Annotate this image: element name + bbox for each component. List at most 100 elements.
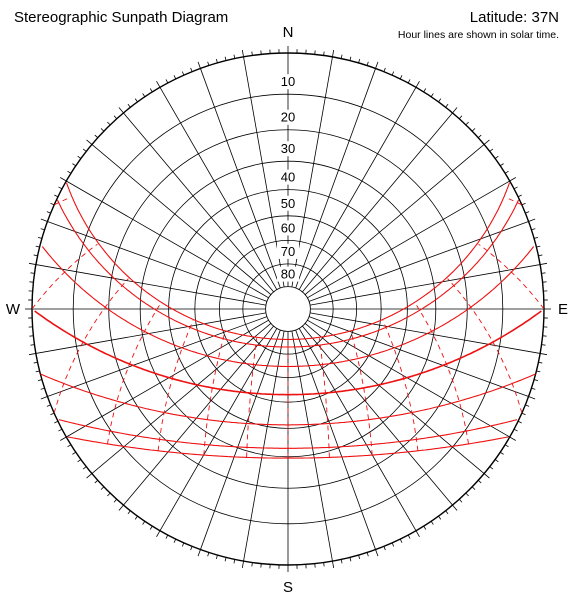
azimuth-spoke [304, 323, 485, 474]
azimuth-spoke [295, 329, 376, 550]
azimuth-tick [332, 49, 335, 57]
azimuth-tick [383, 67, 386, 72]
azimuth-tick [465, 121, 469, 126]
azimuth-tick [40, 228, 45, 231]
azimuth-tick [107, 121, 111, 126]
azimuth-tick [366, 552, 369, 557]
azimuth-tick [197, 549, 201, 557]
azimuth-tick [215, 58, 218, 64]
azimuth-tick [134, 515, 138, 520]
azimuth-tick [358, 554, 361, 560]
azimuth-spoke [123, 112, 274, 293]
azimuth-tick [513, 428, 518, 432]
azimuth-tick [54, 194, 59, 198]
azimuth-tick [33, 361, 38, 364]
hour-line [53, 278, 129, 414]
azimuth-tick [430, 93, 434, 97]
azimuth-tick [33, 254, 38, 257]
azimuth-tick [241, 561, 244, 569]
azimuth-tick [156, 81, 161, 88]
azimuth-tick [391, 542, 395, 547]
azimuth-tick [251, 51, 253, 56]
declination-curve [65, 182, 511, 340]
azimuth-spoke [91, 144, 272, 295]
azimuth-tick [127, 103, 131, 108]
altitude-label-bg [277, 243, 299, 259]
hour-line [318, 338, 330, 458]
azimuth-tick [37, 236, 43, 239]
azimuth-ticks [25, 46, 551, 572]
azimuth-tick [459, 498, 463, 503]
azimuth-tick [521, 412, 526, 416]
azimuth-tick [423, 525, 427, 530]
azimuth-tick [113, 115, 117, 120]
hour-line [31, 243, 98, 310]
hour-line [382, 320, 419, 451]
altitude-label: 50 [281, 196, 295, 211]
azimuth-tick [118, 504, 124, 511]
azimuth-tick [46, 211, 51, 214]
altitude-label: 10 [281, 74, 295, 89]
azimuth-tick [323, 51, 325, 56]
azimuth-tick [445, 510, 449, 515]
latitude-label: Latitude: 37N [469, 9, 559, 26]
altitude-label: 20 [281, 110, 295, 125]
azimuth-tick [40, 396, 48, 400]
azimuth-tick [100, 486, 105, 490]
azimuth-tick [60, 177, 67, 182]
azimuth-tick [181, 542, 185, 547]
azimuth-tick [340, 559, 343, 564]
azimuth-tick [513, 186, 518, 190]
north-label: N [283, 24, 294, 41]
azimuth-tick [82, 148, 87, 152]
azimuth-tick [525, 211, 530, 214]
azimuth-tick [500, 163, 504, 167]
azimuth-tick [407, 534, 411, 539]
azimuth-tick [528, 396, 536, 400]
azimuth-tick [28, 353, 36, 356]
azimuth-tick [224, 56, 227, 61]
azimuth-tick [509, 436, 516, 441]
azimuth-tick [430, 521, 434, 525]
azimuth-tick [77, 459, 82, 463]
altitude-label-bg [277, 169, 299, 185]
altitude-label: 40 [281, 170, 295, 185]
azimuth-tick [77, 155, 82, 159]
azimuth-tick [190, 67, 193, 72]
azimuth-tick [67, 170, 72, 174]
azimuth-tick [35, 370, 40, 373]
azimuth-tick [173, 75, 177, 80]
azimuth-spoke [308, 221, 529, 302]
azimuth-tick [30, 344, 35, 346]
altitude-label-bg [277, 141, 299, 157]
azimuth-spoke [298, 328, 417, 531]
azimuth-tick [149, 88, 153, 93]
azimuth-spoke [304, 144, 485, 295]
azimuth-tick [452, 504, 458, 511]
azimuth-tick [538, 361, 543, 364]
azimuth-tick [142, 93, 146, 97]
azimuth-tick [533, 379, 539, 382]
azimuth-tick [375, 61, 379, 69]
azimuth-tick [399, 75, 403, 80]
azimuth-tick [241, 49, 244, 57]
altitude-label-bg [277, 220, 299, 236]
azimuth-tick [207, 61, 210, 66]
azimuth-tick [142, 521, 146, 525]
azimuth-tick [438, 515, 442, 520]
altitude-label-bg [277, 109, 299, 125]
azimuth-tick [366, 61, 369, 66]
azimuth-tick [489, 466, 494, 470]
azimuth-tick [233, 54, 236, 59]
azimuth-tick [528, 218, 536, 222]
azimuth-tick [465, 492, 469, 497]
azimuth-tick [58, 186, 63, 190]
azimuth-tick [94, 480, 99, 484]
azimuth-tick [58, 428, 63, 432]
azimuth-tick [489, 148, 494, 152]
azimuth-tick [500, 451, 504, 455]
west-label: W [6, 301, 21, 318]
azimuth-tick [165, 79, 169, 84]
azimuth-tick [483, 473, 490, 479]
azimuth-tick [323, 562, 325, 567]
